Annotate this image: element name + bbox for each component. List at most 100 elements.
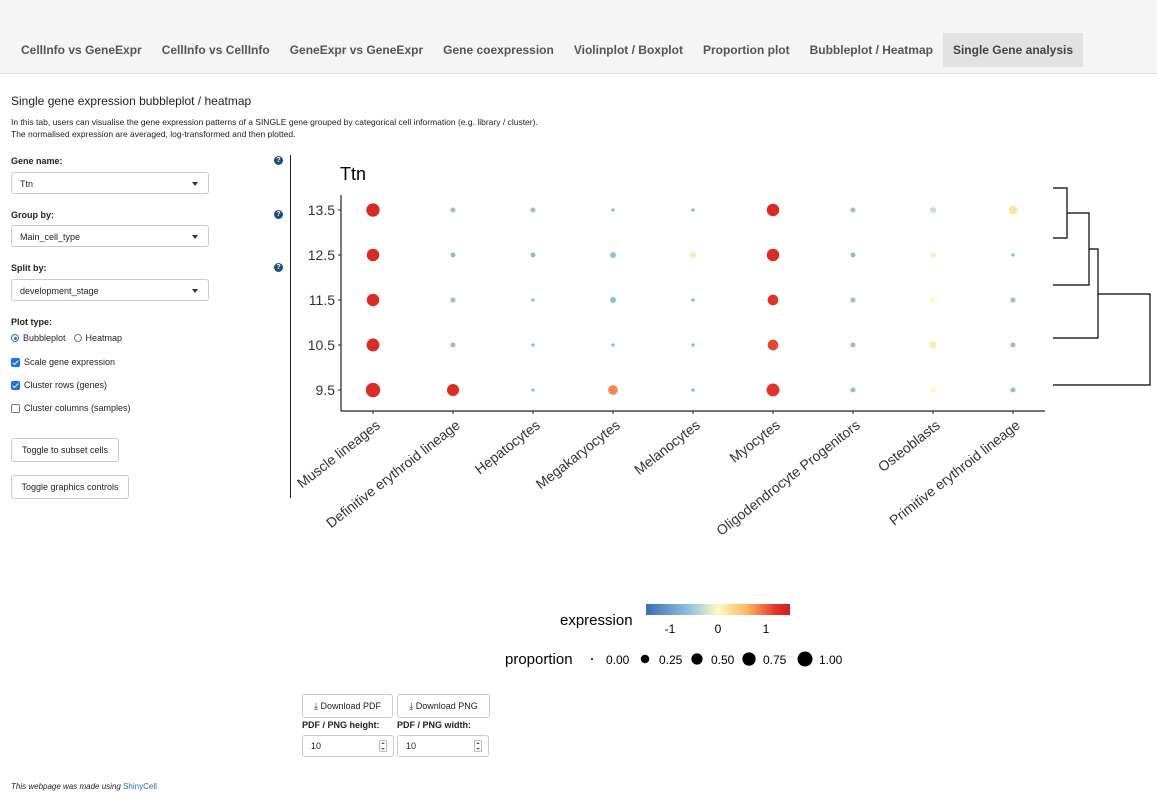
split-by-select[interactable]: development_stage (11, 279, 209, 301)
bubble-point (689, 251, 697, 259)
bubble-point (366, 248, 380, 262)
proportion-legend-label: 0.50 (711, 653, 735, 667)
colorbar-tick-label: 0 (715, 622, 722, 636)
chevron-down-icon (192, 182, 198, 186)
x-tick-label: Primitive erythroid lineage (886, 417, 1023, 529)
bubble-point (450, 342, 456, 348)
bubble-point (611, 208, 615, 212)
cluster-rows-option[interactable]: Cluster rows (genes) (11, 380, 107, 390)
radio-bubbleplot[interactable] (11, 334, 19, 342)
tab-violinplot-boxplot[interactable]: Violinplot / Boxplot (573, 43, 683, 57)
group-by-label: Group by: (11, 210, 54, 220)
bubble-point (850, 387, 856, 393)
cluster-rows-checkbox[interactable] (11, 380, 20, 390)
bubble-point (450, 207, 456, 213)
y-tick-label: 12.5 (308, 247, 335, 263)
tab-gene-coexpression[interactable]: Gene coexpression (443, 43, 554, 57)
tab-bubbleplot-heatmap[interactable]: Bubbleplot / Heatmap (809, 43, 933, 57)
tab-single-gene-analysis[interactable]: Single Gene analysis (942, 33, 1084, 67)
tab-cellinfo-vs-cellinfo[interactable]: CellInfo vs CellInfo (161, 43, 270, 57)
group-help-icon[interactable]: ? (274, 210, 283, 219)
cluster-rows-label: Cluster rows (genes) (24, 380, 108, 390)
y-tick-label: 9.5 (316, 382, 336, 398)
proportion-legend-dot (591, 658, 593, 660)
cluster-cols-label: Cluster columns (samples) (24, 403, 131, 413)
bubble-point (450, 252, 456, 258)
toggle-subset-button[interactable]: Toggle to subset cells (11, 438, 119, 462)
bubble-point (850, 207, 856, 213)
height-input[interactable]: 10 (302, 735, 394, 757)
proportion-legend-label: 0.00 (606, 653, 630, 667)
y-tick-label: 13.5 (308, 202, 335, 218)
y-tick-label: 11.5 (309, 292, 335, 308)
toggle-graphics-button[interactable]: Toggle graphics controls (11, 475, 129, 499)
bubble-point (608, 385, 618, 395)
x-tick-label: Hepatocytes (472, 417, 543, 478)
gene-name-select[interactable]: Ttn (11, 172, 209, 194)
radio-heatmap[interactable] (73, 334, 82, 342)
download-icon: ⤓ (313, 701, 318, 711)
proportion-legend-label: 0.25 (659, 653, 683, 667)
stepper-icon[interactable] (474, 740, 482, 752)
bubble-point (366, 203, 380, 217)
dendrogram-branch (1053, 248, 1099, 339)
bubble-point (929, 341, 937, 349)
bubble-point (850, 342, 856, 348)
gene-name-label: Gene name: (11, 156, 63, 166)
proportion-legend-dot (640, 654, 650, 664)
bubble-point (365, 382, 381, 398)
bubble-point (850, 252, 856, 258)
bubble-point (850, 297, 856, 303)
bubble-point (767, 339, 779, 351)
scale-expression-option[interactable]: Scale gene expression (11, 357, 115, 367)
bubble-point (767, 294, 779, 306)
cluster-cols-option[interactable]: Cluster columns (samples) (11, 403, 131, 413)
bubble-point (929, 206, 937, 214)
stepper-icon[interactable] (379, 740, 387, 752)
proportion-legend-dot (797, 651, 813, 667)
shinycell-link[interactable]: ShinyCell (123, 782, 157, 791)
bubble-point (1010, 297, 1016, 303)
footer: This webpage was made using ShinyCell (11, 782, 157, 791)
bubble-point (1011, 253, 1015, 257)
download-png-label: Download PNG (415, 701, 478, 711)
group-by-select[interactable]: Main_cell_type (11, 225, 209, 247)
bubble-point (929, 251, 937, 259)
split-help-icon[interactable]: ? (274, 263, 283, 272)
scale-expression-checkbox[interactable] (11, 357, 20, 367)
expression-colorbar (646, 604, 790, 615)
x-tick-label: Myocytes (726, 417, 782, 466)
download-pdf-label: Download PDF (320, 701, 382, 711)
gene-help-icon[interactable]: ? (274, 156, 283, 165)
download-png-button[interactable]: ⤓ Download PNG (397, 694, 490, 718)
bubble-point (1010, 342, 1016, 348)
description-line-2: The normalised expression are averaged, … (11, 129, 296, 139)
x-tick-label: Melanocytes (631, 417, 703, 478)
bubble-point (766, 203, 780, 217)
x-tick-label: Osteoblasts (875, 417, 943, 475)
width-label: PDF / PNG width: (397, 720, 471, 730)
chart-points (365, 203, 1018, 398)
proportion-legend-dot (742, 652, 756, 666)
plot-type-radio-group: Bubbleplot Heatmap (11, 333, 122, 343)
bubble-point (609, 251, 617, 259)
tab-geneexpr-vs-geneexpr[interactable]: GeneExpr vs GeneExpr (289, 43, 424, 57)
tab-cellinfo-vs-geneexpr[interactable]: CellInfo vs GeneExpr (21, 43, 142, 57)
proportion-legend-label: 0.75 (763, 653, 787, 667)
cluster-cols-checkbox[interactable] (11, 403, 20, 413)
bubble-point (1010, 387, 1016, 393)
download-pdf-button[interactable]: ⤓ Download PDF (302, 694, 393, 718)
bubble-point (530, 252, 536, 258)
row-dendrogram (1053, 187, 1151, 386)
chart-title: Ttn (340, 164, 366, 184)
group-by-value: Main_cell_type (20, 232, 81, 242)
width-input[interactable]: 10 (397, 735, 489, 757)
bubble-point (446, 383, 460, 397)
dendrogram-branch (1053, 187, 1068, 239)
tab-proportion-plot[interactable]: Proportion plot (702, 43, 790, 57)
bubble-point (366, 338, 380, 352)
chevron-down-icon (192, 235, 198, 239)
bubble-point (609, 296, 617, 304)
